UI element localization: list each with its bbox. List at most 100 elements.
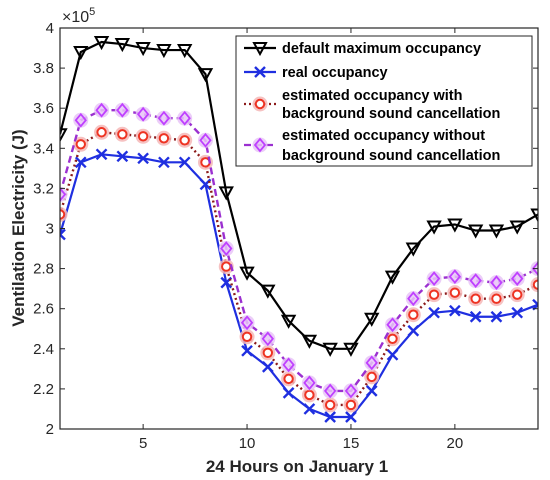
marker-halo [447,269,463,285]
data-point [468,291,484,307]
marker-diamond [427,271,441,287]
marker-ring [179,135,190,146]
data-point [156,110,172,126]
marker-ring [304,389,315,401]
data-point [428,306,440,319]
x-tick-label: 20 [447,435,464,452]
marker-stroke [254,66,266,78]
data-point [280,314,297,329]
data-point [197,132,213,148]
data-point [385,331,401,347]
marker-ring [96,127,107,138]
data-point [322,342,338,357]
marker-halo [239,315,255,331]
marker-stroke [324,411,337,423]
data-point [282,387,295,399]
marker-diamond [240,315,254,331]
marker-halo [94,102,110,118]
y-axis-title: Ventilation Electricity (J) [9,129,28,326]
marker-halo [156,110,172,126]
data-point [488,224,505,239]
marker-halo [114,102,130,118]
data-point [177,110,193,126]
legend-marker [252,137,268,153]
data-point [135,128,151,144]
marker-diamond [95,102,108,118]
data-point [73,136,89,152]
data-point [94,102,110,118]
legend-entry-3: estimated occupancy with background sound… [244,88,500,122]
marker-ring [221,261,232,272]
y-tick-label: 3.2 [33,180,54,197]
data-point [93,36,110,51]
marker-diamond [60,187,67,202]
marker-halo [301,375,317,391]
marker-halo [135,106,151,122]
y-tick-label: 2.2 [33,381,54,398]
data-point [407,324,420,337]
marker-halo [468,273,484,289]
x-tick-label: 15 [343,435,360,452]
y-tick-label: 2 [46,421,54,438]
marker-ring [470,293,481,304]
marker-halo [509,271,525,287]
data-point [343,397,359,413]
data-point [241,344,253,357]
marker-ring [324,399,336,411]
marker-halo [405,291,421,307]
marker-ring [241,331,253,342]
data-point [135,42,151,57]
data-point [281,357,297,373]
marker-diamond [282,357,295,373]
marker-stroke [532,298,538,307]
data-point [178,156,191,169]
data-point [60,128,68,143]
marker-halo [252,137,268,153]
legend: default maximum occupancy real occupancy e… [235,35,533,167]
marker-diamond [407,291,420,307]
legend-entry-4: estimated occupancy without background so… [244,128,500,164]
legend-label: background sound cancellation [282,106,500,122]
data-point [468,273,484,289]
legend-label: default maximum occupancy [282,41,481,57]
marker-stroke [137,152,149,165]
marker-halo [218,241,234,257]
data-point [218,186,234,201]
marker-stroke [532,302,538,311]
data-point [384,270,401,285]
series-2 [60,148,538,423]
marker-stroke [95,148,108,161]
data-point [426,287,442,303]
data-point [239,329,255,345]
marker-stroke [60,228,66,237]
data-point [343,342,359,357]
marker-diamond [220,241,233,256]
series-3 [60,124,538,413]
marker-diamond [303,375,316,391]
data-point [158,156,170,169]
data-point [197,68,214,83]
marker-halo [488,275,504,291]
marker-ring [60,209,66,220]
data-point [365,385,378,397]
data-point [94,124,110,140]
data-point [239,266,255,281]
data-point [447,285,463,301]
y-tick-label: 3.6 [33,100,54,117]
marker-halo [385,317,401,333]
data-point [426,220,442,235]
data-point [511,306,524,319]
data-point [156,130,172,146]
marker-diamond [157,110,171,126]
marker-diamond [178,110,191,126]
data-point [73,112,89,128]
data-point [469,310,482,323]
marker-diamond [531,261,538,277]
data-point [261,360,274,373]
data-point [301,334,318,349]
marker-ring [491,293,502,304]
data-point [218,241,234,257]
data-point [386,348,399,361]
data-point [114,102,130,118]
